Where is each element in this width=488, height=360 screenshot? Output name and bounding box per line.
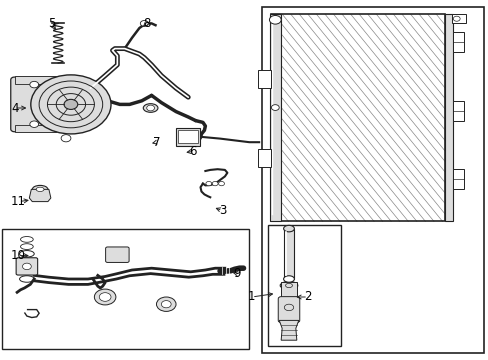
Bar — [176, 128, 200, 146]
Circle shape — [30, 81, 39, 88]
Text: 8: 8 — [142, 17, 150, 30]
Bar — [452, 32, 463, 52]
FancyBboxPatch shape — [11, 77, 60, 132]
Bar — [178, 130, 198, 143]
Ellipse shape — [143, 104, 158, 112]
Circle shape — [31, 75, 111, 134]
Circle shape — [452, 16, 459, 21]
Bar — [451, 14, 465, 23]
Circle shape — [94, 289, 116, 305]
Bar — [281, 282, 296, 297]
Ellipse shape — [283, 276, 294, 282]
Circle shape — [161, 301, 171, 308]
Text: 4: 4 — [11, 102, 19, 114]
Polygon shape — [29, 189, 51, 202]
Bar — [2, 229, 249, 349]
Polygon shape — [279, 320, 298, 340]
Text: 11: 11 — [11, 195, 26, 208]
Circle shape — [271, 105, 279, 111]
Text: 3: 3 — [218, 204, 226, 217]
Circle shape — [64, 99, 78, 109]
Text: 5: 5 — [47, 17, 55, 30]
Bar — [271, 14, 444, 221]
FancyBboxPatch shape — [278, 297, 299, 323]
Circle shape — [22, 263, 31, 270]
Bar — [257, 149, 271, 167]
Bar — [261, 7, 483, 353]
Text: 10: 10 — [11, 249, 26, 262]
Bar — [269, 14, 280, 221]
Text: 2: 2 — [304, 291, 311, 303]
Bar — [452, 169, 463, 189]
Circle shape — [99, 293, 111, 301]
Circle shape — [212, 181, 218, 186]
Text: 9: 9 — [233, 267, 241, 280]
Bar — [452, 101, 463, 121]
Circle shape — [156, 297, 176, 311]
FancyBboxPatch shape — [16, 258, 38, 275]
Bar — [267, 225, 341, 346]
FancyBboxPatch shape — [105, 247, 129, 262]
Text: 7: 7 — [152, 136, 160, 149]
Circle shape — [30, 121, 39, 127]
Ellipse shape — [285, 283, 292, 288]
Text: 6: 6 — [189, 145, 197, 158]
Circle shape — [205, 181, 211, 186]
Bar — [15, 76, 56, 84]
Bar — [257, 70, 271, 88]
Circle shape — [140, 21, 148, 26]
Bar — [283, 229, 294, 279]
Text: 1: 1 — [247, 291, 255, 303]
Ellipse shape — [36, 187, 44, 192]
Circle shape — [146, 105, 154, 111]
Bar — [15, 125, 56, 132]
Bar — [444, 14, 452, 221]
Ellipse shape — [280, 282, 297, 289]
Circle shape — [269, 15, 281, 24]
Circle shape — [218, 181, 224, 186]
Circle shape — [61, 135, 71, 142]
Ellipse shape — [283, 225, 294, 232]
Ellipse shape — [32, 185, 48, 193]
